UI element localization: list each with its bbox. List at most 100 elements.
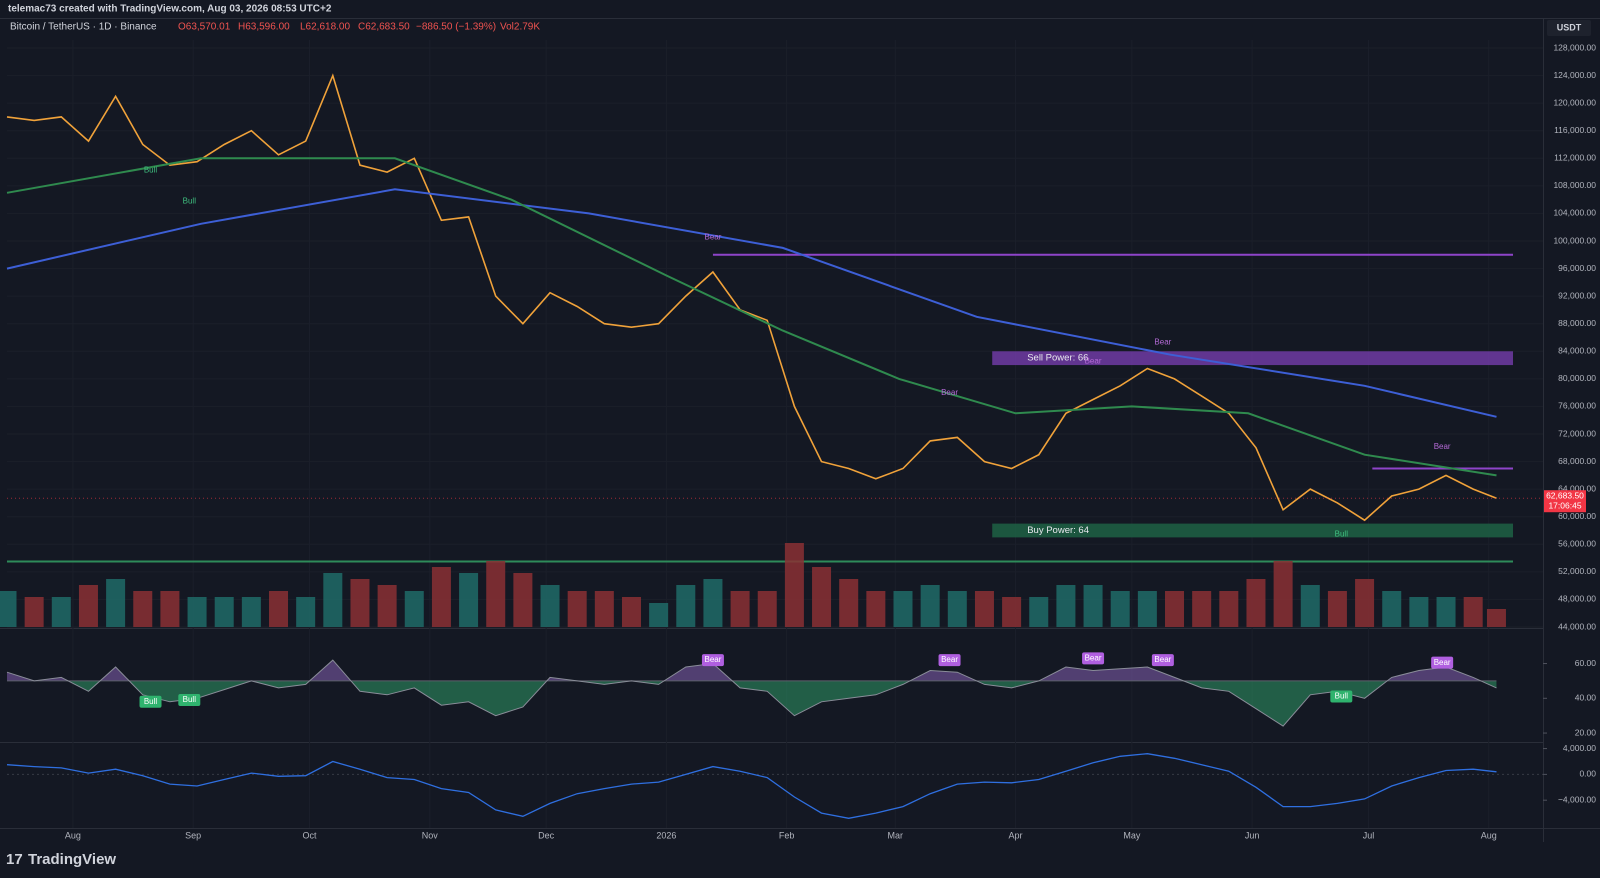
y-tick-label: 44,000.00 bbox=[1558, 621, 1596, 631]
y-tick-label: 40.00 bbox=[1575, 693, 1597, 703]
y-tick-label: 116,000.00 bbox=[1554, 125, 1596, 135]
annotation-box bbox=[1151, 654, 1174, 667]
plot-area: Aug Sep Oct Nov Dec 2026 Feb Mar Apr May Jun Jul Aug… bbox=[0, 40, 1596, 840]
x-tick-label: May bbox=[1123, 830, 1141, 840]
volume-bar bbox=[1246, 579, 1266, 627]
annotation: Bull bbox=[1335, 692, 1349, 701]
annotation-box bbox=[1431, 656, 1454, 669]
currency-box[interactable] bbox=[1547, 20, 1591, 36]
volume-bar bbox=[24, 597, 44, 627]
volume-bar bbox=[757, 591, 777, 627]
volume-bar bbox=[730, 591, 750, 627]
y-tick-label: 52,000.00 bbox=[1558, 566, 1596, 576]
annotation: Bear bbox=[1434, 442, 1451, 451]
volume-bar bbox=[377, 585, 397, 627]
y-tick-label: 88,000.00 bbox=[1558, 318, 1596, 328]
volume-bar bbox=[1436, 597, 1456, 627]
volume-bar bbox=[0, 591, 17, 627]
volume-bar bbox=[893, 591, 913, 627]
volume-bar bbox=[187, 597, 207, 627]
y-tick-label: 0.00 bbox=[1579, 769, 1596, 779]
x-tick-label: 2026 bbox=[656, 830, 676, 840]
last-price-tag bbox=[1544, 490, 1586, 513]
x-tick-label: Mar bbox=[887, 830, 903, 840]
x-tick-label: Feb bbox=[779, 830, 795, 840]
y-tick-label: 56,000.00 bbox=[1558, 539, 1596, 549]
annotation: Bear bbox=[704, 233, 721, 242]
footer-icon: 17 bbox=[6, 851, 23, 868]
volume-bar bbox=[1486, 609, 1506, 627]
y-tick-label: 124,000.00 bbox=[1553, 70, 1596, 80]
volume-bar bbox=[1165, 591, 1185, 627]
y-tick-label: 20.00 bbox=[1575, 727, 1597, 737]
x-tick-label: Apr bbox=[1008, 830, 1022, 840]
annotation: Bear bbox=[941, 388, 958, 397]
x-tick-label: Oct bbox=[303, 830, 318, 840]
volume-bar bbox=[133, 591, 153, 627]
volume-bar bbox=[947, 591, 967, 627]
volume-bar bbox=[160, 591, 180, 627]
volume-bar bbox=[540, 585, 560, 627]
annotation: Bull bbox=[183, 695, 197, 704]
volume-bar bbox=[866, 591, 886, 627]
x-tick-label: Aug bbox=[65, 830, 81, 840]
annotation: Bull bbox=[183, 196, 197, 205]
volume-bar bbox=[621, 597, 641, 627]
ohlc-open: O63,570.01 bbox=[178, 22, 231, 33]
annotation: Bear bbox=[1085, 653, 1102, 662]
annotation: Bear bbox=[1154, 337, 1171, 346]
volume-bar bbox=[839, 579, 859, 627]
annotation-box bbox=[178, 694, 201, 707]
attribution: telemac73 created with TradingView.com, … bbox=[8, 4, 332, 15]
currency[interactable]: USDT bbox=[1557, 22, 1582, 32]
y-tick-label: 96,000.00 bbox=[1558, 263, 1596, 273]
volume-bar bbox=[1137, 591, 1157, 627]
zone-label: Sell Power: 66 bbox=[1027, 353, 1088, 364]
price-line bbox=[6, 73, 1497, 522]
zone bbox=[992, 523, 1513, 538]
annotation-box bbox=[701, 654, 724, 667]
y-tick-label: 108,000.00 bbox=[1553, 180, 1596, 190]
y-tick-label: 48,000.00 bbox=[1558, 594, 1596, 604]
volume-bar bbox=[594, 591, 614, 627]
volume-bar bbox=[567, 591, 587, 627]
volume-bar bbox=[269, 591, 289, 627]
symbol: Bitcoin / TetherUS · 1D · Binance bbox=[10, 22, 157, 33]
price-line bbox=[6, 157, 1497, 477]
annotation: Bear bbox=[941, 655, 958, 664]
y-tick-label: 104,000.00 bbox=[1553, 208, 1596, 218]
footer-logo: TradingView bbox=[28, 851, 116, 868]
x-tick-label: Dec bbox=[538, 830, 555, 840]
volume-bar bbox=[431, 567, 451, 627]
y-tick-label: 60.00 bbox=[1575, 658, 1597, 668]
annotation-box bbox=[1082, 652, 1105, 665]
volume-bar bbox=[513, 573, 533, 627]
volume-bar bbox=[78, 585, 98, 627]
volume-bar bbox=[1300, 585, 1320, 627]
y-tick-label: 72,000.00 bbox=[1558, 428, 1596, 438]
volume-bar bbox=[1327, 591, 1347, 627]
volume-bar bbox=[703, 579, 723, 627]
x-tick-label: Sep bbox=[185, 830, 201, 840]
x-tick-label: Jul bbox=[1363, 830, 1375, 840]
last-price: 62,683.50 bbox=[1546, 490, 1584, 500]
volume-bar bbox=[676, 585, 696, 627]
volume-bar bbox=[784, 543, 804, 627]
x-tick-label: Aug bbox=[1481, 830, 1497, 840]
rsi-fill-low bbox=[68, 680, 1497, 727]
rsi-line bbox=[6, 659, 1497, 727]
annotation-box bbox=[1330, 690, 1353, 703]
volume-bar bbox=[106, 579, 126, 627]
annotation-box bbox=[139, 695, 162, 708]
volume-bar bbox=[1056, 585, 1076, 627]
volume-bar bbox=[1273, 561, 1293, 627]
y-tick-label: 60,000.00 bbox=[1558, 511, 1596, 521]
zone-label: Buy Power: 64 bbox=[1027, 525, 1089, 536]
volume-bar bbox=[1463, 597, 1483, 627]
volume-bar bbox=[241, 597, 261, 627]
annotation: Bear bbox=[1434, 658, 1451, 667]
volume-bar bbox=[1409, 597, 1429, 627]
